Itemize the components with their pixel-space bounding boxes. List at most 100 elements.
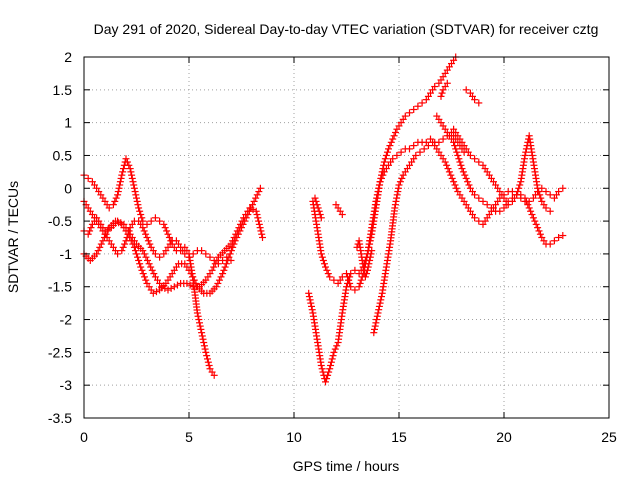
data-point xyxy=(306,296,314,304)
data-point xyxy=(94,247,102,255)
data-point xyxy=(373,312,381,320)
y-tick-label: 0 xyxy=(64,180,72,196)
data-point xyxy=(173,281,181,289)
data-point xyxy=(451,181,459,189)
data-point xyxy=(380,158,388,166)
data-point xyxy=(201,345,209,353)
data-point xyxy=(147,217,155,225)
data-point xyxy=(117,219,125,227)
data-point xyxy=(315,207,323,215)
data-point xyxy=(195,316,203,324)
data-point xyxy=(313,201,321,209)
data-point xyxy=(99,237,107,245)
data-point xyxy=(367,250,375,258)
data-point xyxy=(145,260,153,268)
data-point xyxy=(521,151,529,159)
data-point xyxy=(227,247,235,255)
data-point xyxy=(414,102,422,110)
data-point xyxy=(524,201,532,209)
data-point xyxy=(366,253,374,261)
y-tick-label: -1 xyxy=(60,246,73,262)
data-point xyxy=(443,161,451,169)
data-point xyxy=(451,142,459,150)
data-point xyxy=(109,201,117,209)
data-point xyxy=(378,174,385,182)
data-point xyxy=(219,270,227,278)
data-point xyxy=(205,361,213,369)
chart-title: Day 291 of 2020, Sidereal Day-to-day VTE… xyxy=(94,21,599,37)
data-point xyxy=(328,355,336,363)
data-point xyxy=(385,145,392,153)
data-point xyxy=(308,306,316,314)
data-point xyxy=(387,138,395,146)
data-point xyxy=(471,155,479,163)
data-point xyxy=(84,230,92,238)
data-point xyxy=(144,237,152,245)
data-point xyxy=(317,214,325,222)
data-point xyxy=(137,211,145,219)
data-point xyxy=(377,296,385,304)
data-point xyxy=(227,240,235,248)
data-point xyxy=(452,184,460,192)
data-point xyxy=(438,89,446,97)
data-point xyxy=(118,247,126,255)
data-point xyxy=(343,270,350,278)
data-point xyxy=(372,197,380,205)
data-point xyxy=(311,194,319,202)
data-point xyxy=(361,273,369,281)
data-point xyxy=(406,145,413,153)
data-point xyxy=(140,227,148,235)
x-axis-label: GPS time / hours xyxy=(293,458,400,474)
data-point xyxy=(383,148,391,156)
data-point xyxy=(136,260,144,268)
data-point xyxy=(324,270,332,278)
data-point xyxy=(198,247,206,255)
data-point xyxy=(397,148,405,156)
data-point xyxy=(233,227,241,235)
data-point xyxy=(229,243,237,251)
data-point xyxy=(307,299,315,307)
data-point xyxy=(208,266,216,274)
data-point xyxy=(134,253,142,261)
y-tick-label: -3 xyxy=(60,377,73,393)
data-point xyxy=(220,266,228,274)
data-point xyxy=(253,191,261,199)
data-point xyxy=(378,293,385,301)
data-point xyxy=(130,181,138,189)
data-point xyxy=(546,207,554,215)
data-point xyxy=(381,155,389,163)
data-point xyxy=(163,227,171,235)
data-point xyxy=(504,201,512,209)
y-tick-label: -2.5 xyxy=(48,344,72,360)
data-point xyxy=(347,283,355,291)
data-point xyxy=(118,171,126,179)
data-point xyxy=(356,279,364,287)
data-point xyxy=(459,168,467,176)
data-point xyxy=(116,178,124,186)
data-point xyxy=(133,194,140,202)
data-point xyxy=(375,306,383,314)
y-tick-label: -2 xyxy=(60,312,73,328)
data-point xyxy=(534,184,542,192)
data-point xyxy=(322,263,329,271)
data-point xyxy=(198,332,206,340)
data-point xyxy=(420,145,428,153)
data-point xyxy=(351,286,359,294)
data-point xyxy=(441,158,449,166)
data-point xyxy=(318,253,326,261)
data-point xyxy=(152,288,160,296)
data-point xyxy=(197,325,205,333)
data-point xyxy=(167,284,175,292)
data-points xyxy=(80,53,567,386)
data-point xyxy=(115,184,123,192)
data-point xyxy=(406,109,413,117)
data-point xyxy=(255,217,263,225)
data-point xyxy=(121,240,129,248)
data-point xyxy=(126,165,134,173)
data-point xyxy=(230,234,238,241)
data-point xyxy=(320,260,328,268)
x-tick-label: 25 xyxy=(601,429,617,445)
data-point xyxy=(189,250,197,258)
data-point xyxy=(246,204,254,212)
data-point xyxy=(204,358,212,366)
